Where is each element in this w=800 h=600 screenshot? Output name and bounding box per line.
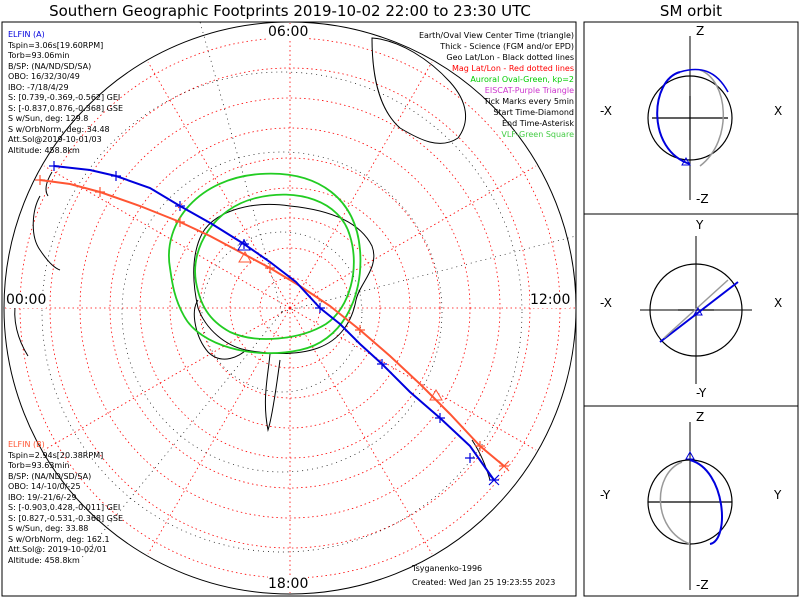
clock-label-top: 06:00	[268, 24, 309, 40]
elfin-a-track	[49, 161, 500, 486]
elfin-a-line: Torb=93.06min	[8, 51, 70, 60]
legend-item: Mag Lat/Lon - Red dotted lines	[451, 64, 574, 73]
sm-panel-xy	[640, 236, 752, 384]
plot-title: Southern Geographic Footprints 2019-10-0…	[49, 2, 531, 20]
legend-item: Earth/Oval View Center Time (triangle)	[418, 31, 574, 40]
elfin-a-line: S: [0.739,-0.369,-0.562] GEI	[8, 93, 121, 102]
sm-orbit-title: SM orbit	[659, 2, 723, 20]
panel2-top-label: Y	[696, 218, 704, 232]
legend-item: Geo Lat/Lon - Black dotted lines	[446, 53, 574, 62]
panel1-right-label: X	[774, 104, 783, 118]
panel3-bottom-label: -Z	[696, 578, 709, 592]
elfin-a-info: ELFIN (A) Tspin=3.06s[19.60RPM] Torb=93.…	[8, 30, 123, 156]
model-credit: Tsyganenko-1996	[412, 564, 483, 573]
sm-panel-yz	[647, 422, 733, 590]
elfin-b-line: Tspin=2.94s[20.38RPM]	[8, 450, 104, 460]
legend-item: EISCAT-Purple Triangle	[484, 86, 574, 95]
sm-panel-xz	[647, 36, 733, 200]
panel3-right-label: Y	[774, 488, 782, 502]
legend-item: VLF-Green Square	[501, 130, 574, 139]
elfin-b-line: S: [-0.903,0.428,-0.011] GEI	[8, 503, 121, 512]
elfin-b-line: OBO: 14/-10/0/-25	[8, 482, 81, 491]
elfin-b-line: Att.Sol@: 2019-10-02/01	[8, 545, 107, 554]
elfin-a-line: S: [-0.837,0.876,-0.368] GSE	[8, 103, 123, 113]
panel2-bottom-label: -Y	[696, 386, 707, 400]
panel3-left-label: -Y	[600, 488, 611, 502]
elfin-a-name: ELFIN (A)	[8, 30, 45, 39]
elfin-a-line: B/SP: (NA/ND/SD/SA)	[8, 61, 92, 71]
elfin-b-name: ELFIN (B)	[8, 440, 45, 449]
panel2-right-label: X	[774, 296, 783, 310]
elfin-b-line: IBO: 19/-21/6/-29	[8, 492, 77, 502]
elfin-b-line: B/SP: (NA/ND/SD/SA)	[8, 471, 92, 481]
auroral-oval	[168, 172, 362, 355]
created-timestamp: Created: Wed Jan 25 19:23:55 2023	[412, 578, 556, 587]
elfin-b-line: S: [0.827,-0.531,-0.368] GSE	[8, 513, 123, 523]
panel1-bottom-label: -Z	[696, 192, 709, 206]
elfin-a-line: IBO: -7/18/4/29	[8, 82, 69, 92]
elfin-b-line: S w/Sun, deg: 33.88	[8, 524, 89, 533]
legend-item: Start Time-Diamond	[493, 108, 574, 117]
panel1-left-label: -X	[600, 104, 612, 118]
legend: Earth/Oval View Center Time (triangle) T…	[419, 30, 574, 140]
elfin-a-line: S w/OrbNorm, deg: 34.48	[8, 124, 110, 134]
panel1-top-label: Z	[696, 24, 705, 38]
elfin-b-line: Altitude: 458.8km	[8, 555, 80, 565]
clock-label-left: 00:00	[6, 292, 47, 308]
elfin-b-line: S w/OrbNorm, deg: 162.1	[8, 534, 110, 544]
panel3-top-label: Z	[696, 410, 705, 424]
elfin-a-line: Tspin=3.06s[19.60RPM]	[8, 40, 104, 50]
elfin-a-line: Att.Sol@2019-10-01/03	[8, 135, 102, 144]
clock-label-bottom: 18:00	[268, 576, 309, 592]
panel2-left-label: -X	[600, 296, 612, 310]
legend-item: End Time-Asterisk	[501, 119, 574, 128]
geo-grid	[41, 22, 576, 561]
legend-item: Thick - Science (FGM and/or EPD)	[440, 42, 574, 51]
side-frame	[583, 21, 799, 597]
legend-item: Auroral Oval-Green, kp=2	[470, 75, 574, 84]
elfin-a-line: S w/Sun, deg: 129.8	[8, 114, 89, 123]
elfin-b-info: ELFIN (B) Tspin=2.94s[20.38RPM] Torb=93.…	[8, 440, 123, 566]
elfin-a-line: Altitude: 458.8km	[8, 145, 80, 155]
elfin-b-line: Torb=93.63min	[8, 461, 70, 470]
legend-item: Tick Marks every 5min	[483, 97, 574, 106]
elfin-b-track	[35, 175, 510, 472]
elfin-a-line: OBO: 16/32/30/49	[8, 72, 80, 81]
clock-label-right: 12:00	[530, 292, 571, 308]
globe-limb	[3, 22, 576, 595]
